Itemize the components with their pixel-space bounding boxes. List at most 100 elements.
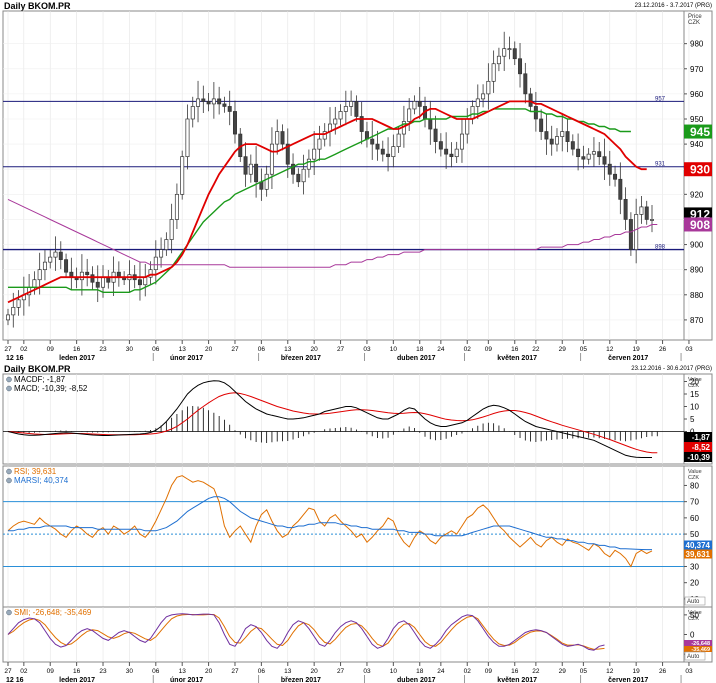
main-date-range: 23.12.2016 - 3.7.2017 (PRG) — [634, 3, 712, 9]
smi-badge-bg-1 — [684, 646, 712, 652]
candle-body-11 — [64, 259, 69, 273]
rsi-badge-bg-0 — [684, 540, 712, 550]
macd-legend-1: MACD; -10,39; -8,52 — [14, 384, 88, 393]
candle-body-7 — [42, 261, 47, 271]
main-xtick-label-22: 29 — [559, 346, 567, 353]
bottom-month-label-0: 12 16 — [6, 677, 24, 683]
main-xtick-label-21: 22 — [532, 346, 540, 353]
macd-ytick-label-2: 10 — [690, 403, 699, 412]
level-label-957: 957 — [655, 96, 666, 102]
macd-frame — [2, 373, 685, 465]
candle-body-111 — [591, 151, 596, 155]
candle-body-87 — [465, 118, 470, 135]
candle-body-66 — [354, 101, 359, 117]
macd-ytick-label-0: 20 — [690, 378, 699, 387]
candle-body-63 — [338, 111, 343, 120]
macd-chart-title: Daily BKOM.PR — [4, 364, 71, 374]
smi-line — [7, 613, 605, 651]
candle-body-100 — [533, 106, 538, 120]
main-xtick-label-2: 09 — [47, 346, 55, 353]
candle-body-15 — [85, 271, 90, 276]
macd-badge-2: -10,39 — [687, 453, 710, 462]
main-xtick-label-17: 24 — [437, 346, 445, 353]
smi-auto-label: Auto — [687, 654, 700, 660]
candle-body-104 — [554, 136, 559, 145]
main-ytick-label-11: 980 — [690, 40, 704, 49]
ma-purple-line — [7, 198, 658, 268]
candle-body-5 — [32, 279, 37, 288]
bottom-xtick-label-5: 30 — [126, 668, 134, 675]
candle-body-101 — [539, 118, 544, 132]
marsi-line — [8, 496, 652, 551]
candle-body-102 — [544, 131, 549, 140]
candle-body-67 — [359, 116, 364, 132]
main-axis-unit-1: CZK — [688, 20, 700, 26]
candle-body-70 — [375, 143, 380, 150]
candle-body-42 — [227, 106, 232, 112]
rsi-ytick-label-5: 30 — [690, 562, 699, 571]
main-xtick-label-10: 06 — [258, 346, 266, 353]
macd-badge-bg-2 — [684, 452, 712, 462]
rsi-ytick-label-3: 50 — [690, 530, 699, 539]
macd-date-range: 23.12.2016 - 30.6.2017 (PRG) — [631, 366, 712, 372]
candle-body-106 — [565, 131, 570, 142]
candle-body-10 — [58, 251, 63, 260]
main-ytick-label-3: 900 — [690, 241, 704, 250]
rsi-axis-unit-1: CZK — [688, 475, 699, 481]
smi-axis-unit-0: Value — [688, 610, 702, 616]
main-ytick-label-0: 870 — [690, 316, 704, 325]
level-label-898: 898 — [655, 245, 666, 251]
candle-body-34 — [185, 118, 190, 158]
bottom-xtick-label-8: 20 — [205, 668, 213, 675]
macd-badge-0: -1,87 — [692, 433, 711, 442]
bottom-xtick-label-7: 13 — [179, 668, 187, 675]
rsi-auto-box — [684, 596, 706, 606]
candle-body-95 — [507, 48, 512, 51]
candle-body-54 — [291, 163, 296, 175]
main-frame — [2, 10, 685, 341]
bottom-xtick-label-15: 10 — [390, 668, 398, 675]
candle-body-53 — [285, 143, 290, 165]
main-xtick-label-9: 27 — [231, 346, 239, 353]
main-badge-bg-1 — [684, 162, 712, 177]
candle-body-9 — [53, 251, 58, 258]
candle-body-39 — [211, 98, 216, 105]
candle-body-117 — [623, 199, 628, 220]
candle-body-98 — [523, 73, 528, 95]
macd-badge-bg-0 — [684, 432, 712, 442]
macd-ytick-label-3: 5 — [690, 415, 695, 424]
smi-legend-0: SMI; -26,648; -35,469 — [14, 608, 92, 617]
candle-body-96 — [512, 48, 517, 60]
candle-body-118 — [628, 219, 633, 250]
candle-body-46 — [248, 163, 253, 175]
candle-body-69 — [370, 138, 375, 145]
rsi-axis-unit-0: Value — [688, 469, 702, 475]
candle-body-1 — [11, 307, 16, 316]
candle-body-29 — [159, 249, 164, 258]
rsi-legend-1: MARSI; 40,374 — [14, 476, 69, 485]
main-month-label-3: březen 2017 — [281, 355, 321, 362]
bottom-xtick-label-17: 24 — [437, 668, 445, 675]
candle-body-121 — [644, 206, 649, 220]
candle-body-109 — [581, 156, 586, 160]
main-xtick-label-4: 23 — [99, 346, 107, 353]
candle-body-84 — [449, 153, 454, 158]
candle-body-33 — [180, 156, 185, 195]
rsi-legend-icon-1 — [6, 477, 12, 484]
candle-body-49 — [264, 173, 269, 190]
rsi-badge-1: 39,631 — [686, 550, 711, 559]
main-xtick-label-26: 26 — [659, 346, 667, 353]
bottom-xtick-label-26: 26 — [659, 668, 667, 675]
candle-body-113 — [602, 156, 607, 165]
candle-body-114 — [607, 163, 612, 175]
candle-body-93 — [496, 55, 501, 65]
bottom-xtick-label-24: 12 — [606, 668, 614, 675]
rsi-frame — [2, 465, 685, 608]
main-xtick-label-19: 09 — [485, 346, 493, 353]
smi-ytick-label-0: 50 — [690, 611, 699, 620]
candles — [6, 31, 654, 328]
candle-body-2 — [16, 299, 21, 308]
macd-line — [7, 380, 652, 458]
candle-body-92 — [491, 63, 496, 82]
